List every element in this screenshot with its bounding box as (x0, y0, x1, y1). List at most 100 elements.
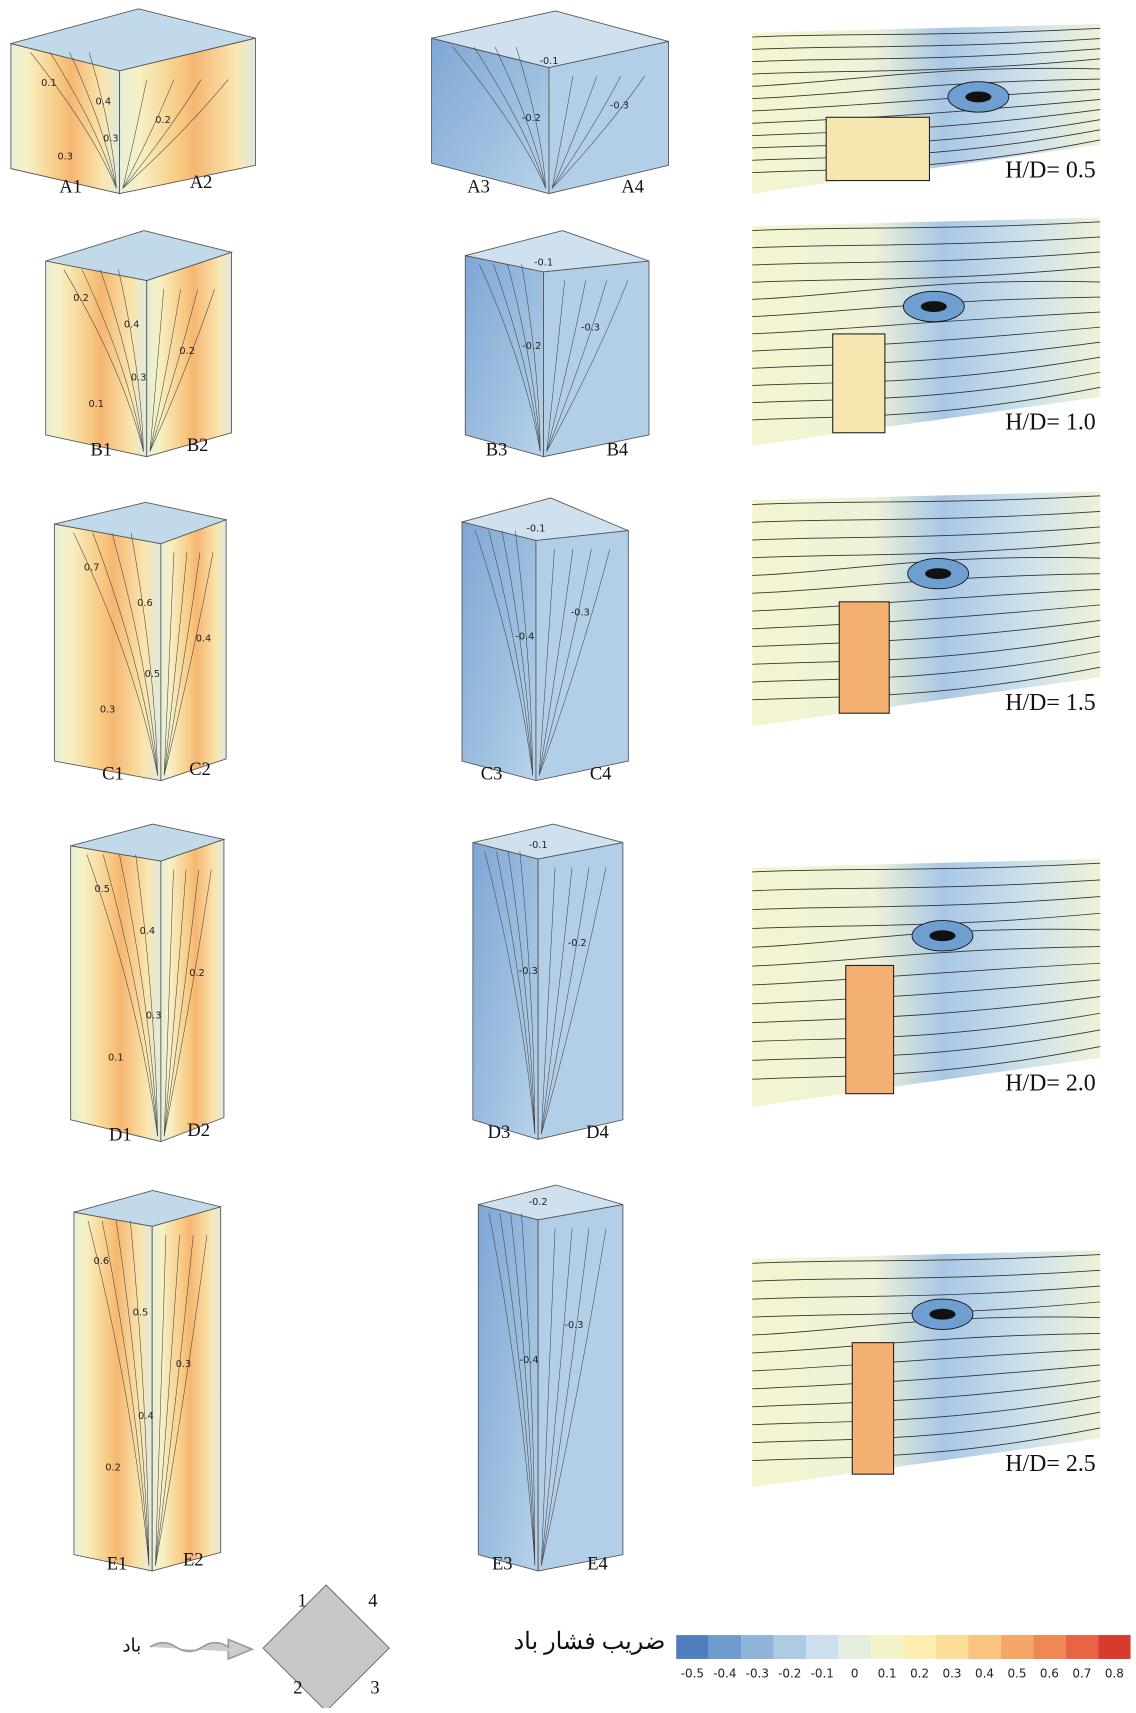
face-label: A4 (621, 176, 644, 196)
legend-swatch (741, 1635, 773, 1659)
face-label: C3 (481, 763, 503, 783)
wind-arrow (150, 1639, 252, 1659)
legend-swatch (838, 1635, 870, 1659)
right-face (538, 1205, 623, 1571)
face-label: D3 (488, 1122, 511, 1142)
contour-label: 0.4 (196, 633, 212, 644)
contour-label: 0.5 (145, 669, 161, 680)
building (833, 334, 885, 433)
contour-label: -0.2 (522, 113, 541, 124)
vortex-core (929, 930, 955, 941)
contour-label: -0.3 (571, 607, 590, 618)
contour-label: -0.3 (581, 322, 600, 333)
contour-label: 0.3 (146, 1010, 162, 1021)
contour-label: -0.2 (522, 341, 541, 352)
legend-swatch (806, 1635, 838, 1659)
right-face (161, 520, 226, 781)
face-label: E1 (107, 1554, 128, 1574)
contour-label: 0.3 (176, 1359, 192, 1370)
legend-swatch (709, 1635, 741, 1659)
building (846, 965, 894, 1093)
face-label: B1 (90, 439, 112, 459)
contour-label: -0.4 (520, 1355, 539, 1366)
plan-label: 3 (370, 1678, 379, 1698)
contour-label: 0.3 (100, 705, 116, 716)
legend-tick: 0.4 (975, 1667, 994, 1681)
contour-label: 0.2 (189, 968, 205, 979)
legend-title: ضریب فشار باد (514, 1629, 666, 1655)
legend-tick: 0.7 (1072, 1667, 1091, 1681)
legend-tick: 0.8 (1105, 1667, 1124, 1681)
face-label: A1 (59, 176, 82, 196)
vortex-core (965, 91, 991, 102)
contour-label: -0.3 (519, 966, 538, 977)
face-label: B3 (486, 439, 508, 459)
left-face (54, 524, 161, 781)
contour-label: -0.1 (534, 258, 553, 269)
vortex-core (929, 1309, 955, 1320)
contour-label: 0.3 (131, 372, 147, 383)
face-label: A3 (467, 176, 490, 196)
wind-label: باد (122, 1635, 141, 1655)
contour-label: 0.5 (133, 1307, 149, 1318)
plan-label: 4 (368, 1591, 377, 1611)
contour-label: -0.2 (529, 1197, 548, 1208)
legend-tick: 0.6 (1040, 1667, 1059, 1681)
contour-label: -0.4 (515, 631, 534, 642)
face-label: D2 (187, 1120, 210, 1140)
right-face (161, 839, 224, 1141)
face-label: C1 (102, 763, 124, 783)
contour-label: 0.3 (103, 133, 119, 144)
left-face (46, 261, 147, 457)
contour-label: -0.3 (564, 1320, 583, 1331)
contour-label: 0.2 (179, 346, 195, 357)
legend-swatch (1098, 1635, 1130, 1659)
legend-swatch (774, 1635, 806, 1659)
legend-tick: -0.5 (681, 1667, 704, 1681)
face-label: A2 (190, 172, 213, 192)
contour-label: 0.4 (138, 1411, 154, 1422)
face-label: D4 (586, 1122, 609, 1142)
legend-swatch (936, 1635, 968, 1659)
ratio-label: H/D= 2.0 (1005, 1070, 1096, 1096)
left-face (478, 1205, 538, 1571)
legend-swatch (903, 1635, 935, 1659)
face-label: E4 (587, 1554, 608, 1574)
ratio-label: H/D= 1.0 (1005, 410, 1096, 436)
contour-label: -0.1 (529, 840, 548, 851)
left-face (462, 522, 536, 781)
vortex-core (925, 568, 951, 579)
legend-swatch (1066, 1635, 1098, 1659)
legend-tick: -0.1 (811, 1667, 834, 1681)
contour-label: 0.2 (105, 1463, 121, 1474)
contour-label: 0.1 (108, 1052, 124, 1063)
plan-label: 1 (298, 1591, 307, 1611)
contour-label: 0.3 (57, 152, 73, 163)
legend-swatch (871, 1635, 903, 1659)
legend-tick: -0.4 (713, 1667, 736, 1681)
right-face (536, 531, 628, 781)
left-face (71, 846, 161, 1142)
contour-label: 0.6 (137, 598, 153, 609)
right-face (549, 41, 669, 193)
right-face (538, 843, 623, 1140)
face-label: C4 (590, 763, 612, 783)
legend-tick: -0.2 (778, 1667, 801, 1681)
legend-swatch (676, 1635, 708, 1659)
left-face (473, 843, 538, 1140)
vortex-core (921, 301, 947, 312)
contour-label: 0.1 (41, 78, 57, 89)
ratio-label: H/D= 2.5 (1005, 1451, 1096, 1477)
contour-label: -0.3 (610, 100, 629, 111)
ratio-label: H/D= 0.5 (1005, 157, 1096, 183)
left-face (74, 1212, 152, 1571)
contour-label: -0.2 (568, 938, 587, 949)
contour-label: -0.1 (526, 523, 545, 534)
legend-tick: 0 (851, 1667, 859, 1681)
legend-tick: -0.3 (746, 1667, 769, 1681)
plan-label: 2 (293, 1678, 302, 1698)
contour-label: -0.1 (539, 56, 558, 67)
face-label: B4 (607, 439, 629, 459)
contour-label: 0.4 (140, 926, 156, 937)
face-label: E2 (183, 1549, 204, 1569)
